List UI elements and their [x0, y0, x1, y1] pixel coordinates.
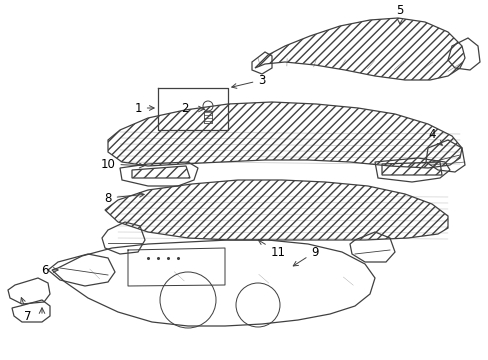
Text: 9: 9	[293, 246, 318, 266]
Text: 7: 7	[20, 298, 32, 323]
Text: 4: 4	[427, 129, 441, 145]
Text: 5: 5	[395, 4, 403, 24]
Text: 8: 8	[104, 192, 144, 204]
Text: 6: 6	[41, 264, 58, 276]
Text: 2: 2	[181, 103, 188, 116]
Text: 1: 1	[134, 102, 154, 114]
Text: 3: 3	[231, 73, 265, 88]
Text: 11: 11	[258, 240, 285, 258]
Text: 10: 10	[101, 158, 144, 171]
